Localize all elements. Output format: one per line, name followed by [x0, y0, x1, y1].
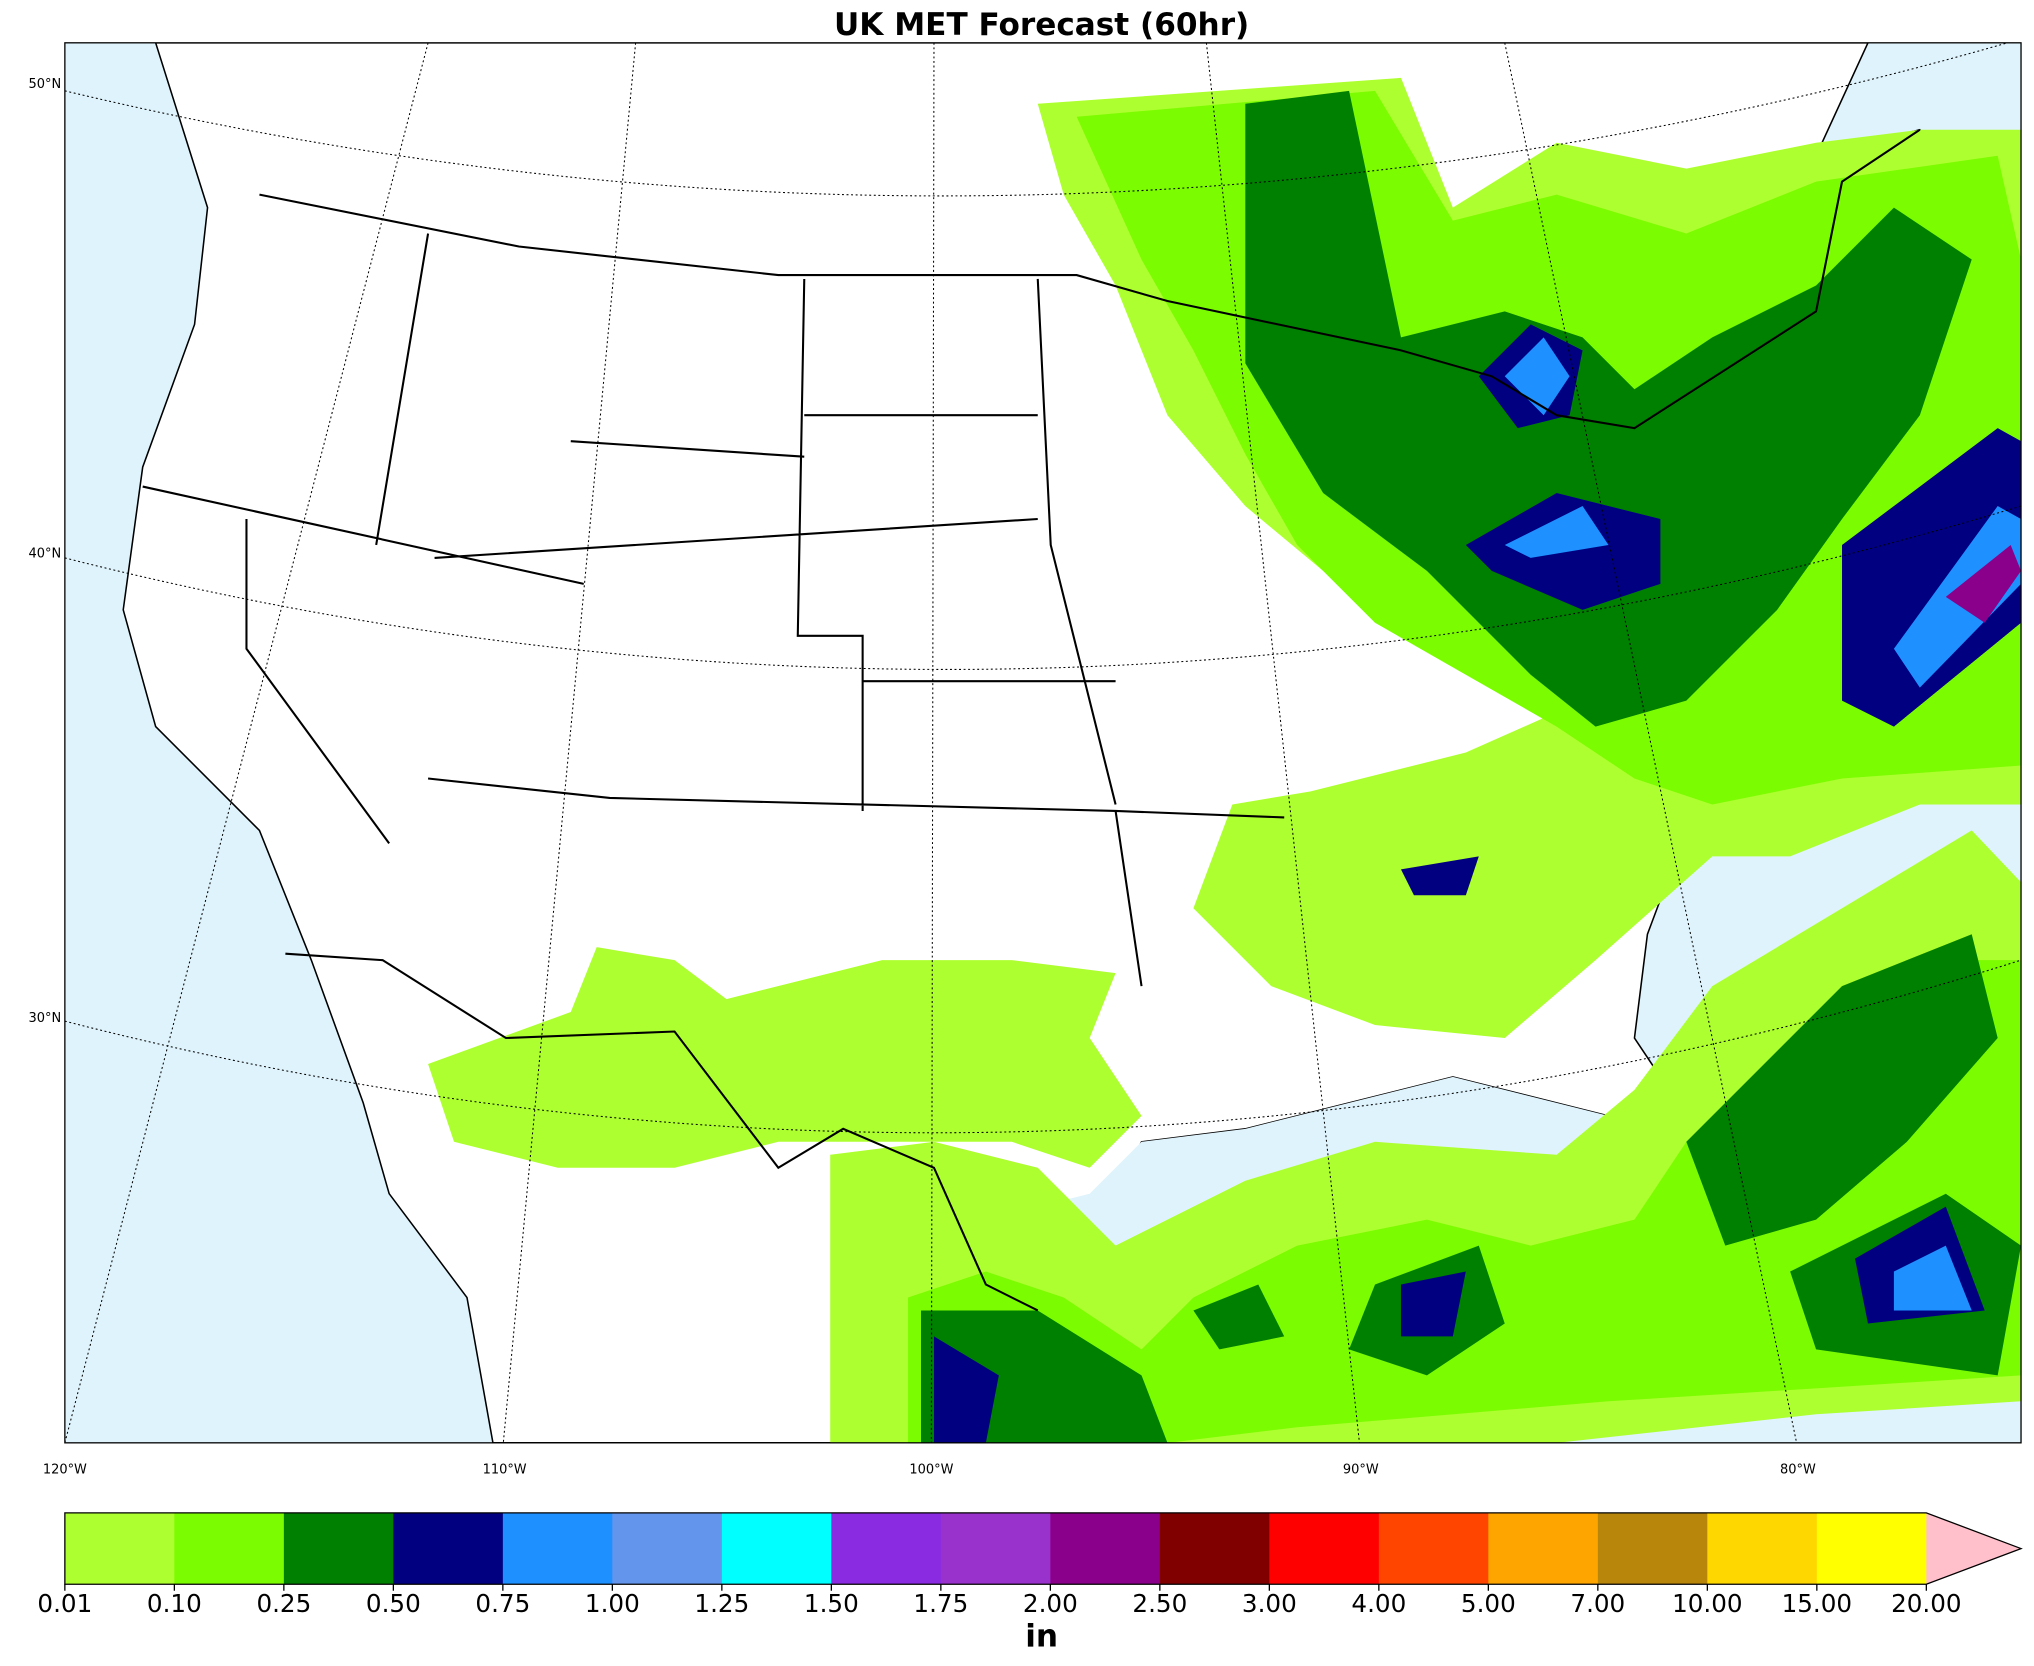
colorbar-tick-label: 10.00 [1672, 1589, 1742, 1618]
colorbar-tick-label: 0.25 [256, 1589, 311, 1618]
title: UK MET Forecast (60hr) [834, 7, 1249, 43]
colorbar-tick-label: 1.50 [804, 1589, 859, 1618]
colorbar-tick-label: 1.00 [585, 1589, 640, 1618]
map [64, 42, 2022, 1443]
colorbar-tick-label: 4.00 [1351, 1589, 1406, 1618]
colorbar-extend [1926, 1512, 2022, 1585]
map-frame [64, 42, 2022, 1444]
colorbar-segment [1488, 1512, 1599, 1585]
colorbar-tick-label: 0.10 [147, 1589, 202, 1618]
precip [428, 77, 2022, 1443]
colorbar-tick-label: 20.00 [1891, 1589, 1961, 1618]
colorbar-tick-label: 1.75 [913, 1589, 968, 1618]
colorbar-segment [174, 1512, 285, 1585]
colorbar-tick-label: 3.00 [1242, 1589, 1297, 1618]
lat-label: 50°N [29, 77, 62, 92]
colorbar-tick-label: 0.50 [366, 1589, 421, 1618]
colorbar-segment [1050, 1512, 1161, 1585]
colorbar-outline [64, 1512, 2023, 1585]
colorbar-segment [1269, 1512, 1380, 1585]
colorbar-segment [1597, 1512, 1708, 1585]
lat-label: 30°N [29, 1011, 62, 1026]
colorbar-segment [1816, 1512, 1927, 1585]
lon-label: 100°W [909, 1463, 953, 1478]
lon-label: 90°W [1343, 1463, 1379, 1478]
colorbar-segment [612, 1512, 723, 1585]
lon-label: 110°W [483, 1463, 527, 1478]
colorbar-segment [393, 1512, 504, 1585]
colorbar-unit: in [1025, 1618, 1058, 1654]
colorbar-segment [283, 1512, 395, 1585]
colorbar-tick-label: 15.00 [1782, 1589, 1852, 1618]
colorbar-tick-label: 2.50 [1132, 1589, 1187, 1618]
colorbar-segment [64, 1512, 176, 1585]
colorbar-tick-label: 2.00 [1023, 1589, 1078, 1618]
colorbar-segment [940, 1512, 1051, 1585]
colorbar-segment [1707, 1512, 1818, 1585]
lat-label: 40°N [29, 547, 62, 562]
lon-label: 80°W [1780, 1463, 1816, 1478]
colorbar-tick-label: 0.01 [37, 1589, 92, 1618]
colorbar-segment [831, 1512, 942, 1585]
lon-label: 120°W [43, 1463, 87, 1478]
colorbar-tick-label: 1.25 [694, 1589, 749, 1618]
colorbar-segment [1378, 1512, 1489, 1585]
colorbar-tick-label: 7.00 [1570, 1589, 1625, 1618]
colorbar-tick-label: 0.75 [475, 1589, 530, 1618]
colorbar-segment [721, 1512, 832, 1585]
colorbar-segment [502, 1512, 614, 1585]
colorbar-segment [1159, 1512, 1270, 1585]
colorbar-tick-label: 5.00 [1461, 1589, 1516, 1618]
